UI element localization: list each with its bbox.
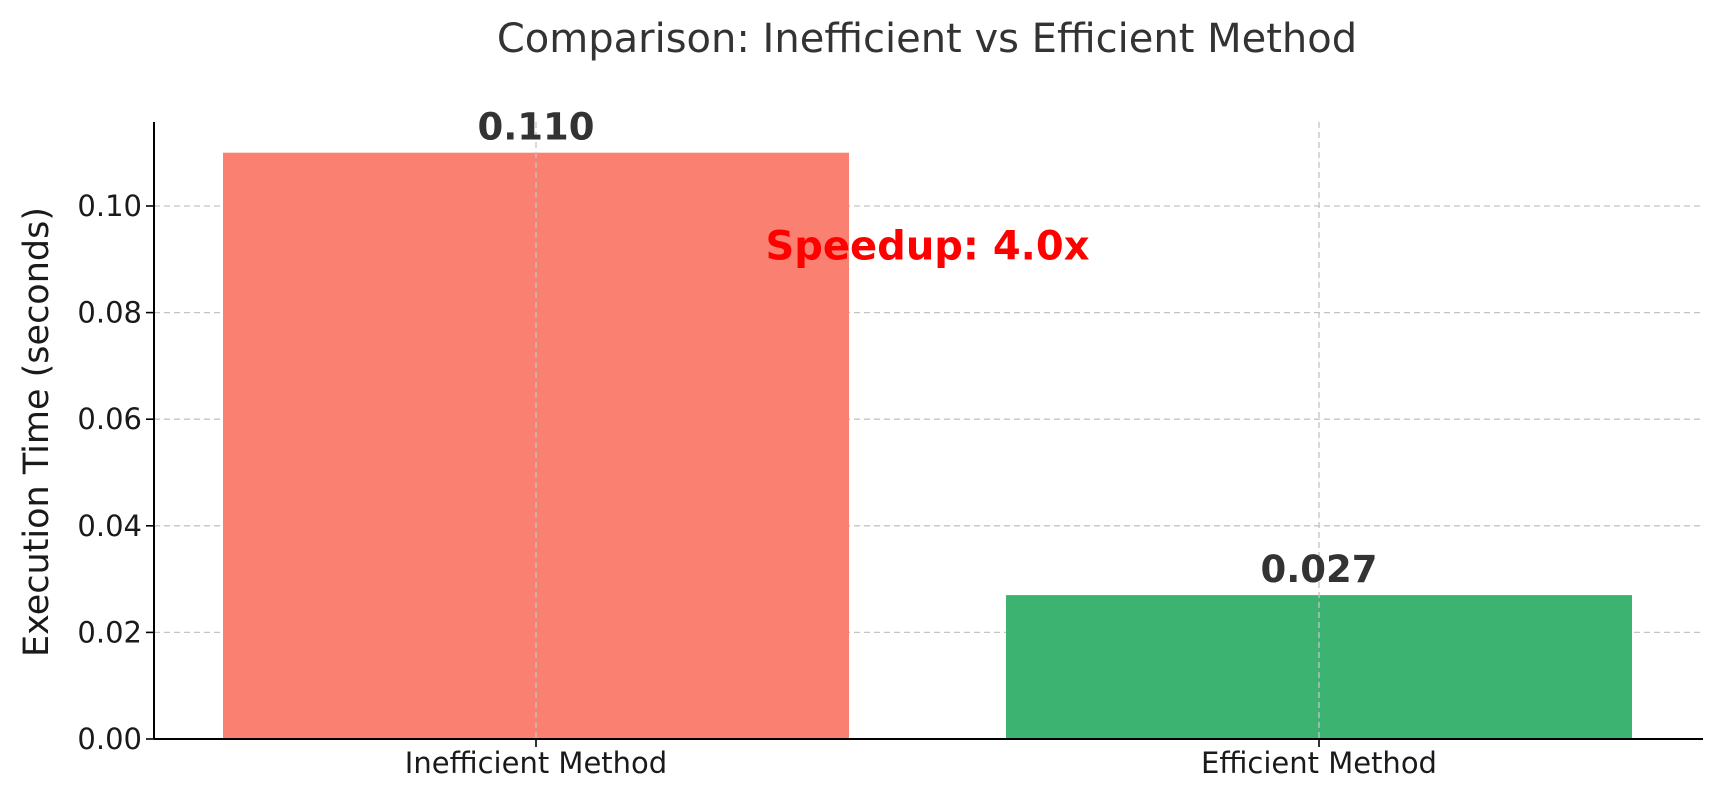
- y-tick-label: 0.04: [77, 509, 142, 543]
- chart-title: Comparison: Inefficient vs Efficient Met…: [497, 16, 1357, 62]
- labels: 0.00 0.02 0.04 0.06 0.08 0.10 Inefficient Meth…: [77, 106, 1437, 780]
- y-tick-label: 0.10: [77, 189, 142, 223]
- x-tick-label: Efficient Method: [1201, 746, 1437, 780]
- y-tick-label: 0.00: [77, 722, 142, 756]
- y-tick-label: 0.08: [77, 296, 142, 330]
- bars: [223, 152, 1632, 739]
- speedup-annotation: Speedup: 4.0x: [765, 223, 1089, 269]
- bar-value-label: 0.027: [1260, 548, 1377, 591]
- y-tick-label: 0.06: [77, 402, 142, 436]
- y-axis-label: Execution Time (seconds): [17, 207, 57, 657]
- y-tick-label: 0.02: [77, 615, 142, 649]
- axes: [146, 122, 1703, 747]
- bar-value-label: 0.110: [477, 106, 594, 149]
- x-tick-label: Inefficient Method: [405, 746, 667, 780]
